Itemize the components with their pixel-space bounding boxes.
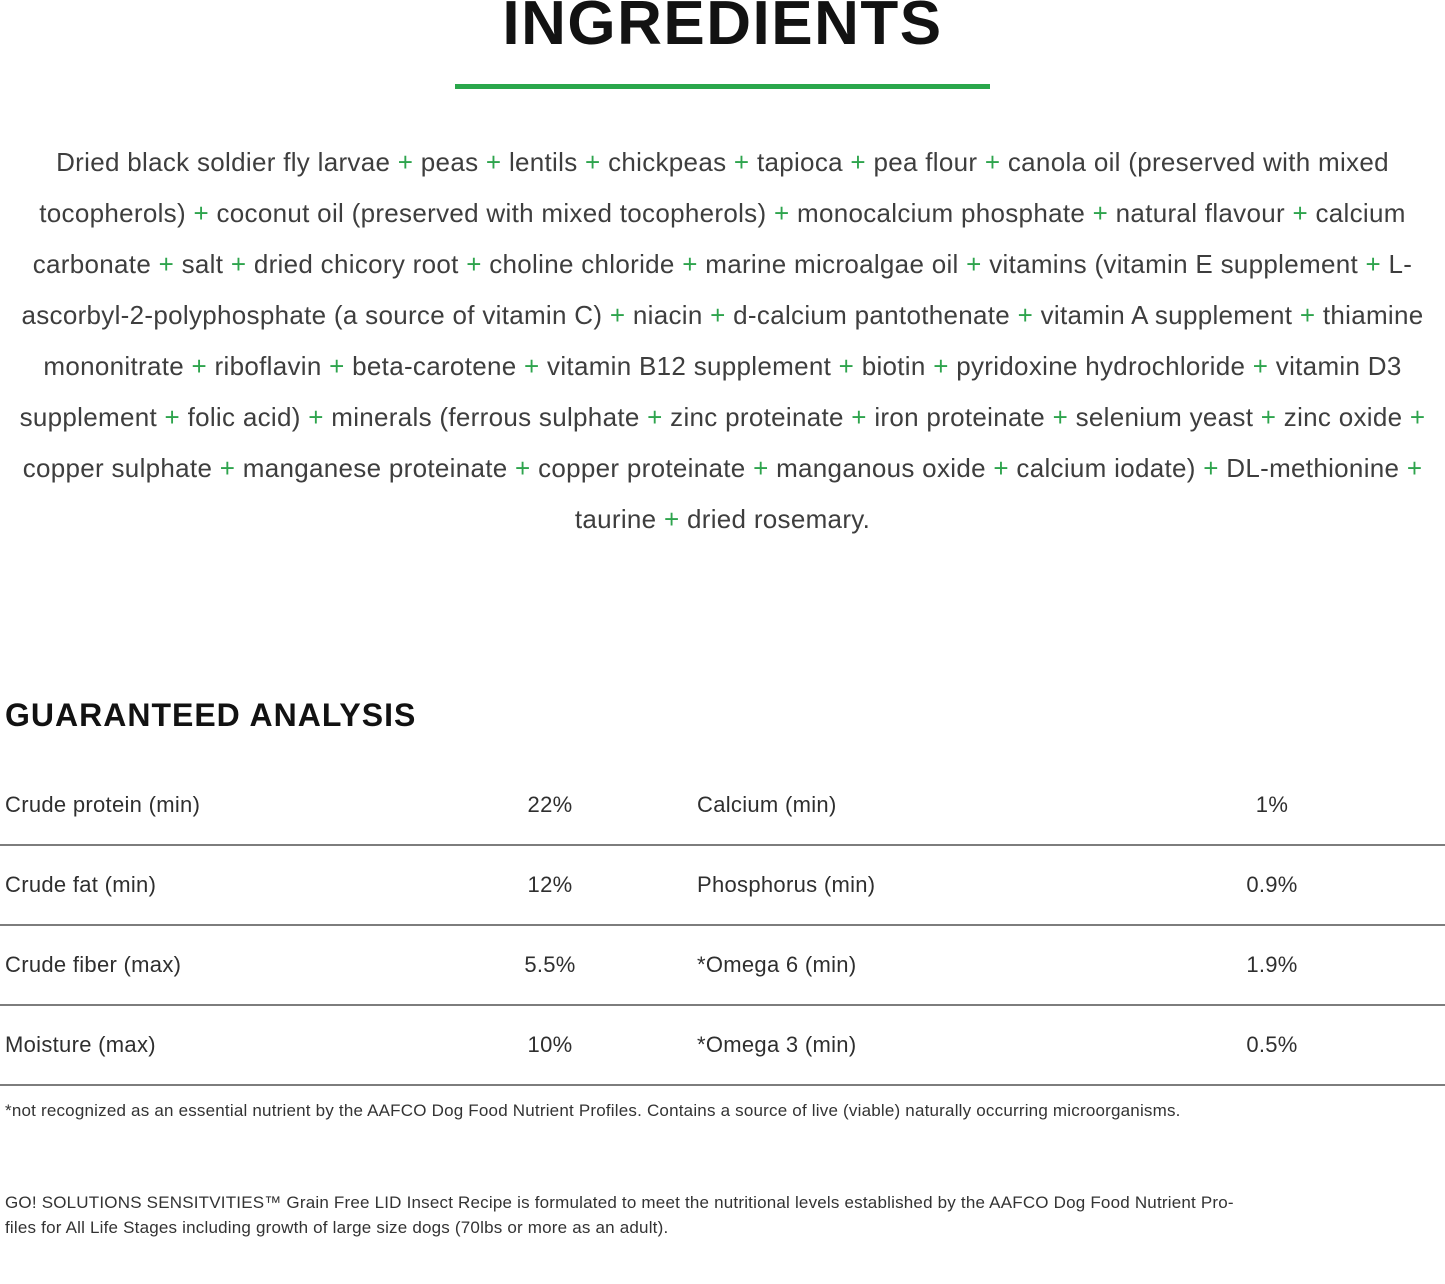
plus-separator: + <box>1406 453 1423 483</box>
plus-separator: + <box>1092 198 1109 228</box>
nutrient-label: Crude protein (min) <box>5 792 201 817</box>
nutrient-value: 1.9% <box>1246 952 1298 977</box>
table-row: Crude protein (min) 22% Calcium (min) 1% <box>0 766 1445 846</box>
plus-separator: + <box>1252 351 1269 381</box>
nutrient-label: *Omega 3 (min) <box>697 1032 857 1057</box>
footnote-line: files for All Life Stages including grow… <box>5 1218 669 1237</box>
plus-separator: + <box>682 249 698 279</box>
plus-separator: + <box>609 300 626 330</box>
nutrient-label: *Omega 6 (min) <box>697 952 857 977</box>
footnote-line: GO! SOLUTIONS SENSITVITIES™ Grain Free L… <box>5 1193 1234 1212</box>
ingredients-paragraph: Dried black soldier fly larvae + peas + … <box>19 147 1426 534</box>
analysis-table: Crude protein (min) 22% Calcium (min) 1%… <box>0 766 1445 1086</box>
plus-separator: + <box>773 198 790 228</box>
nutrient-value: 0.9% <box>1246 872 1298 897</box>
plus-separator: + <box>1409 402 1426 432</box>
plus-separator: + <box>191 351 208 381</box>
nutrient-value: 1% <box>1255 792 1289 817</box>
nutrient-value: 5.5% <box>524 952 576 977</box>
plus-separator: + <box>933 351 949 381</box>
plus-separator: + <box>1203 453 1219 483</box>
plus-separator: + <box>524 351 540 381</box>
page-title: INGREDIENTS <box>502 0 943 58</box>
nutrient-label: Calcium (min) <box>697 792 837 817</box>
title-underline <box>455 84 990 89</box>
plus-separator: + <box>193 198 209 228</box>
plus-separator: + <box>993 453 1009 483</box>
nutrient-value: 10% <box>527 1032 573 1057</box>
plus-separator: + <box>647 402 663 432</box>
plus-separator: + <box>219 453 236 483</box>
plus-separator: + <box>851 402 867 432</box>
analysis-heading: GUARANTEED ANALYSIS <box>5 697 417 733</box>
plus-separator: + <box>1299 300 1316 330</box>
plus-separator: + <box>230 249 247 279</box>
table-row: Moisture (max) 10% *Omega 3 (min) 0.5% <box>0 1006 1445 1086</box>
nutrient-label: Moisture (max) <box>5 1032 156 1057</box>
plus-separator: + <box>663 504 680 534</box>
footnote-formulation-note: GO! SOLUTIONS SENSITVITIES™ Grain Free L… <box>5 1190 1445 1240</box>
plus-separator: + <box>1292 198 1308 228</box>
plus-separator: + <box>158 249 175 279</box>
plus-separator: + <box>838 351 855 381</box>
plus-separator: + <box>850 147 866 177</box>
table-row: Crude fiber (max) 5.5% *Omega 6 (min) 1.… <box>0 926 1445 1006</box>
plus-separator: + <box>753 453 769 483</box>
plus-separator: + <box>485 147 502 177</box>
plus-separator: + <box>329 351 345 381</box>
nutrient-label: Crude fat (min) <box>5 872 157 897</box>
plus-separator: + <box>1260 402 1277 432</box>
nutrient-label: Crude fiber (max) <box>5 952 182 977</box>
plus-separator: + <box>710 300 726 330</box>
plus-separator: + <box>585 147 601 177</box>
plus-separator: + <box>515 453 531 483</box>
plus-separator: + <box>984 147 1001 177</box>
plus-separator: + <box>1052 402 1069 432</box>
plus-separator: + <box>466 249 482 279</box>
table-row: Crude fat (min) 12% Phosphorus (min) 0.9… <box>0 846 1445 926</box>
nutrient-label: Phosphorus (min) <box>697 872 876 897</box>
nutrient-value: 0.5% <box>1246 1032 1298 1057</box>
nutrient-value: 12% <box>527 872 573 897</box>
plus-separator: + <box>308 402 324 432</box>
footnote-asterisk-note: *not recognized as an essential nutrient… <box>5 1101 1181 1120</box>
plus-separator: + <box>164 402 181 432</box>
plus-separator: + <box>1365 249 1382 279</box>
title-section: INGREDIENTS <box>0 0 1445 58</box>
plus-separator: + <box>1017 300 1034 330</box>
plus-separator: + <box>397 147 414 177</box>
nutrient-value: 22% <box>527 792 573 817</box>
plus-separator: + <box>733 147 750 177</box>
plus-separator: + <box>966 249 982 279</box>
